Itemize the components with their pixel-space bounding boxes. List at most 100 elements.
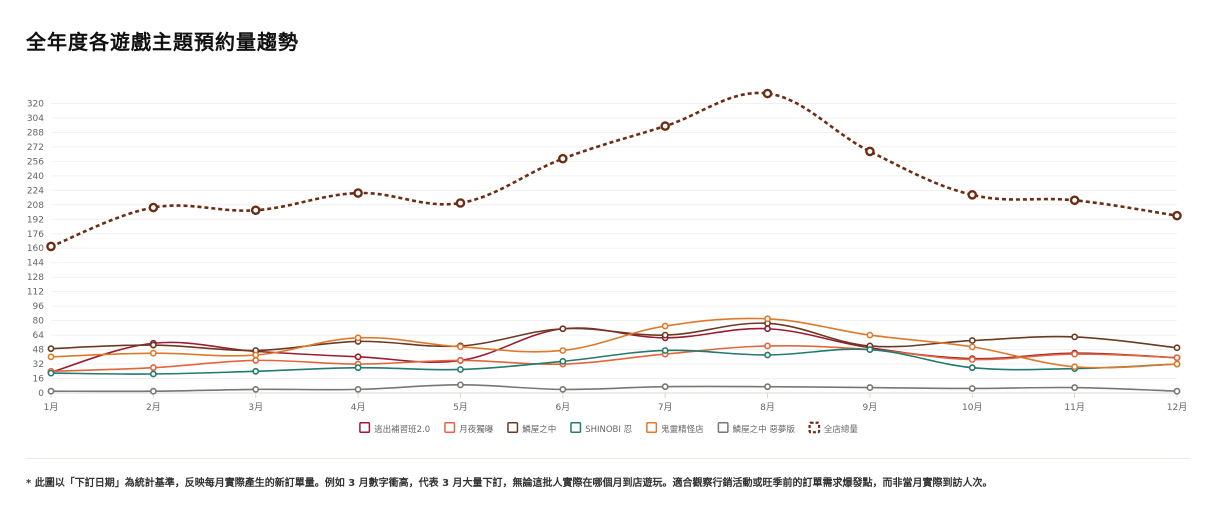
y-tick-label: 320 <box>27 99 44 109</box>
y-tick-label: 64 <box>33 331 45 341</box>
data-point[interactable] <box>866 384 874 391</box>
data-point[interactable] <box>1071 384 1079 391</box>
data-point[interactable] <box>865 146 875 157</box>
legend-swatch[interactable] <box>359 422 371 433</box>
line-chart: 0 16 32 48 64 80 96 112 128 144 160 176 192 208 224 240… <box>27 88 1187 435</box>
data-point[interactable] <box>250 205 261 216</box>
legend-label: 鬼靈精怪店 <box>661 424 704 435</box>
data-point[interactable] <box>1173 344 1181 352</box>
data-point[interactable] <box>252 385 260 393</box>
data-point[interactable] <box>762 88 773 99</box>
data-point[interactable] <box>47 353 55 361</box>
data-point[interactable] <box>47 345 55 353</box>
y-tick-label: 224 <box>27 186 44 196</box>
legend-swatch[interactable] <box>507 422 519 433</box>
data-point[interactable] <box>149 349 157 357</box>
data-point[interactable] <box>148 202 159 213</box>
data-point[interactable] <box>559 347 567 354</box>
data-point[interactable] <box>764 351 771 359</box>
legend-swatch[interactable] <box>717 422 729 433</box>
data-point[interactable] <box>1173 360 1181 368</box>
data-point[interactable] <box>968 337 976 344</box>
series-0 <box>47 325 1181 376</box>
data-point[interactable] <box>866 346 874 353</box>
data-point[interactable] <box>967 190 978 200</box>
legend-swatch[interactable] <box>808 421 821 434</box>
legend-label: 逃出補習班2.0 <box>374 424 430 435</box>
y-tick-label: 192 <box>27 215 44 225</box>
data-point[interactable] <box>660 121 670 131</box>
legend-label: 月夜獨曝 <box>459 424 494 435</box>
data-point[interactable] <box>1172 210 1182 221</box>
data-point[interactable] <box>457 357 464 364</box>
data-point[interactable] <box>354 334 362 342</box>
data-point[interactable] <box>558 153 568 164</box>
y-tick-label: 208 <box>27 201 44 211</box>
data-point[interactable] <box>968 364 976 372</box>
series-2 <box>47 319 1181 354</box>
data-point[interactable] <box>354 385 362 393</box>
chart-footnote: * 此圖以「下訂日期」為統計基準，反映每月實際產生的新訂單量。例如 3 月數字衝… <box>26 478 993 489</box>
data-point[interactable] <box>1071 363 1079 371</box>
legend: 逃出補習班2.0 月夜獨曝 鱗屋之中 SHINOBI 忍 鬼靈精怪店 鱗屋之中 惡夢版 全店… <box>359 421 858 435</box>
data-point[interactable] <box>661 347 669 354</box>
data-point[interactable] <box>457 381 464 389</box>
data-point[interactable] <box>1173 354 1181 362</box>
data-point[interactable] <box>457 366 464 373</box>
y-tick-label: 272 <box>27 143 44 153</box>
data-point[interactable] <box>149 341 157 349</box>
y-tick-label: 0 <box>38 389 44 399</box>
series-3 <box>47 346 1181 378</box>
series-line <box>50 348 1178 375</box>
data-point[interactable] <box>1071 333 1079 341</box>
data-point[interactable] <box>1071 350 1079 358</box>
data-point[interactable] <box>455 198 466 208</box>
data-point[interactable] <box>764 315 771 323</box>
data-point[interactable] <box>47 387 55 395</box>
data-point[interactable] <box>149 387 157 395</box>
data-point[interactable] <box>252 351 260 359</box>
data-point[interactable] <box>559 357 567 365</box>
data-point[interactable] <box>457 343 464 351</box>
data-point[interactable] <box>559 385 567 393</box>
data-point[interactable] <box>661 331 669 339</box>
data-point[interactable] <box>968 343 976 351</box>
data-point[interactable] <box>354 353 362 361</box>
series-line <box>50 384 1178 393</box>
legend-label: 鱗屋之中 <box>522 424 556 435</box>
data-point[interactable] <box>661 322 669 330</box>
data-point[interactable] <box>149 370 157 378</box>
data-point[interactable] <box>252 367 260 375</box>
series-5 <box>47 381 1181 395</box>
grid-lines <box>51 102 1177 394</box>
data-point[interactable] <box>252 357 260 364</box>
data-point[interactable] <box>968 356 976 363</box>
data-point[interactable] <box>1173 387 1181 395</box>
data-point[interactable] <box>354 364 362 372</box>
x-tick-label: 3月 <box>248 402 263 413</box>
y-tick-label: 16 <box>33 375 45 385</box>
y-tick-label: 256 <box>27 157 44 167</box>
legend-swatch[interactable] <box>646 422 658 433</box>
data-point[interactable] <box>47 369 55 377</box>
data-point[interactable] <box>764 383 771 391</box>
data-point[interactable] <box>968 385 976 392</box>
y-tick-label: 288 <box>27 128 44 138</box>
data-point[interactable] <box>1069 195 1080 206</box>
data-point[interactable] <box>764 325 771 333</box>
data-point[interactable] <box>866 331 874 339</box>
data-point[interactable] <box>559 325 567 333</box>
data-point[interactable] <box>149 364 157 372</box>
legend-swatch[interactable] <box>444 422 456 433</box>
data-point[interactable] <box>46 241 56 252</box>
y-axis: 0 16 32 48 64 80 96 112 128 144 160 176 192 208 224 240… <box>27 99 44 399</box>
series-line <box>50 317 1178 369</box>
legend-swatch[interactable] <box>570 422 582 433</box>
data-point[interactable] <box>661 383 669 391</box>
series-4 <box>47 315 1181 371</box>
x-tick-label: 11月 <box>1064 402 1084 413</box>
y-tick-label: 80 <box>33 317 45 327</box>
data-point[interactable] <box>353 188 363 198</box>
data-point[interactable] <box>764 342 771 350</box>
y-tick-label: 112 <box>27 288 44 298</box>
